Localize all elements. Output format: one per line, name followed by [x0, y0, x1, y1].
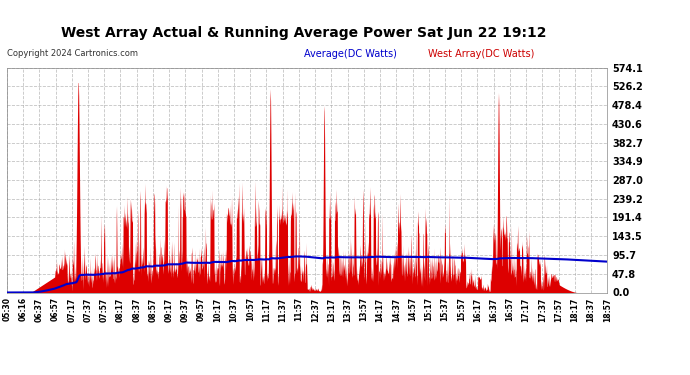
Text: West Array Actual & Running Average Power Sat Jun 22 19:12: West Array Actual & Running Average Powe… — [61, 26, 546, 40]
Text: Copyright 2024 Cartronics.com: Copyright 2024 Cartronics.com — [7, 49, 138, 58]
Text: West Array(DC Watts): West Array(DC Watts) — [428, 49, 534, 59]
Text: Average(DC Watts): Average(DC Watts) — [304, 49, 397, 59]
